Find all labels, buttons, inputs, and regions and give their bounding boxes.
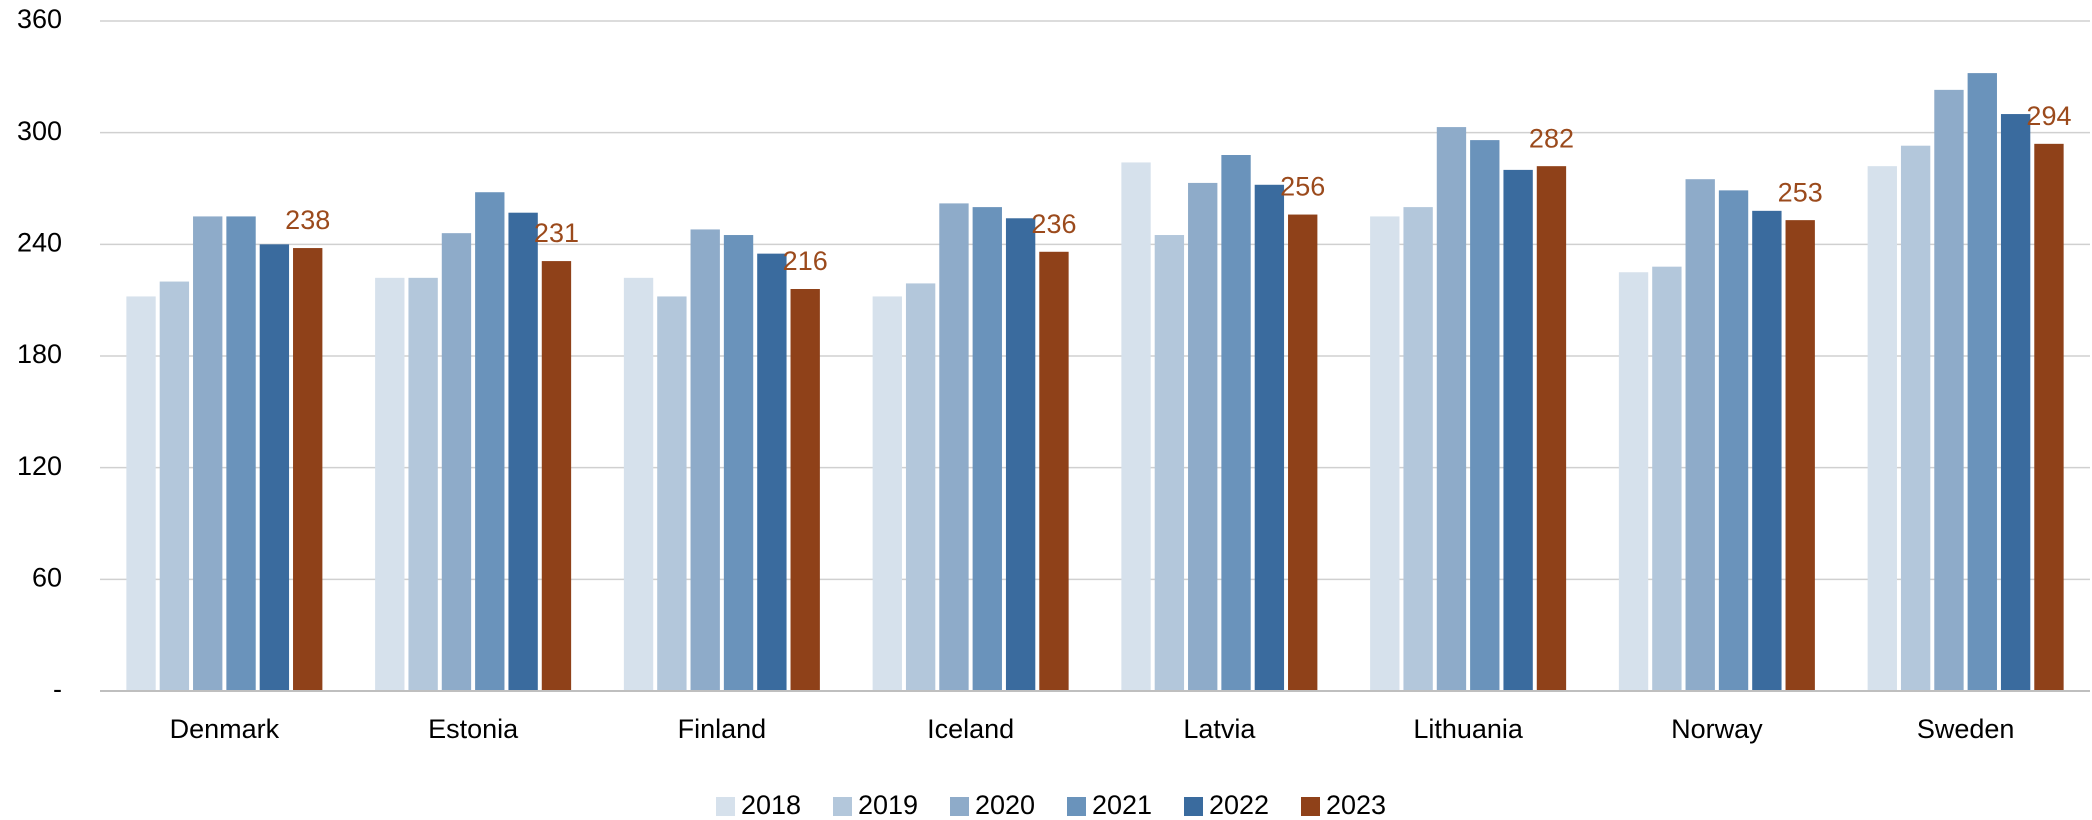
bar	[905, 283, 936, 691]
data-label: 294	[2026, 101, 2071, 131]
bar	[541, 261, 572, 691]
y-tick-label: 180	[17, 339, 62, 369]
bar	[939, 203, 969, 691]
bar	[1934, 89, 1964, 692]
bar	[1188, 182, 1218, 691]
legend-swatch	[833, 797, 852, 816]
bar	[1254, 184, 1285, 691]
bar	[1436, 127, 1467, 692]
y-tick-label: 60	[32, 562, 62, 592]
bar	[1370, 216, 1400, 691]
legend-swatch	[716, 797, 735, 816]
data-label: 282	[1529, 123, 1574, 153]
bar	[1685, 179, 1715, 691]
bar	[1618, 272, 1649, 691]
bar	[1536, 166, 1567, 691]
x-tick-label: Lithuania	[1413, 714, 1524, 744]
bar	[226, 216, 256, 691]
bar	[2000, 114, 2031, 692]
bar	[126, 296, 156, 691]
bar	[1967, 73, 1997, 692]
x-tick-label: Latvia	[1183, 714, 1256, 744]
bar	[1900, 145, 1931, 691]
legend-swatch	[1184, 797, 1203, 816]
bar	[1403, 207, 1433, 691]
legend-label: 2019	[858, 790, 918, 820]
bar	[623, 277, 654, 691]
legend-swatch	[950, 797, 969, 816]
bar	[2034, 143, 2064, 692]
data-label: 231	[534, 218, 579, 248]
y-tick-label: 120	[17, 451, 62, 481]
bar	[790, 289, 820, 691]
bar	[1752, 210, 1782, 692]
bar	[757, 253, 787, 691]
x-tick-label: Finland	[678, 714, 767, 744]
bar	[1221, 155, 1251, 691]
bar	[408, 277, 438, 691]
bar	[1288, 214, 1318, 692]
y-tick-label: 300	[17, 116, 62, 146]
data-label: 256	[1280, 172, 1325, 202]
bar	[508, 212, 538, 691]
bar	[1503, 169, 1533, 691]
x-tick-label: Norway	[1671, 714, 1763, 744]
bar	[193, 216, 223, 691]
bar	[1121, 162, 1151, 691]
data-label: 253	[1778, 177, 1823, 207]
legend-label: 2018	[741, 790, 801, 820]
legend-swatch	[1301, 797, 1320, 816]
bar	[690, 229, 720, 691]
bar	[375, 277, 405, 691]
bar	[972, 207, 1002, 691]
x-tick-label: Sweden	[1917, 714, 2015, 744]
bar	[1867, 166, 1897, 691]
bar	[1039, 251, 1069, 691]
bar	[259, 244, 290, 692]
bar	[723, 235, 754, 691]
bar	[1005, 218, 1036, 691]
y-tick-label: -	[53, 674, 62, 704]
bar	[872, 296, 902, 691]
bar	[1154, 235, 1185, 691]
bar	[1652, 266, 1682, 691]
data-label: 216	[783, 246, 828, 276]
bar	[475, 192, 505, 691]
bar	[1470, 140, 1500, 692]
legend-swatch	[1067, 797, 1086, 816]
y-tick-label: 360	[17, 4, 62, 34]
bar	[1785, 220, 1815, 691]
bar	[159, 281, 190, 691]
legend-label: 2021	[1092, 790, 1152, 820]
x-tick-label: Estonia	[428, 714, 519, 744]
bar	[657, 296, 687, 691]
legend-label: 2023	[1326, 790, 1386, 820]
x-tick-label: Denmark	[170, 714, 280, 744]
data-label: 236	[1031, 209, 1076, 239]
y-tick-label: 240	[17, 227, 62, 257]
bar	[293, 248, 323, 692]
bar	[1718, 190, 1749, 691]
legend-label: 2020	[975, 790, 1035, 820]
data-label: 238	[285, 205, 330, 235]
bar	[441, 233, 472, 691]
x-tick-label: Iceland	[927, 714, 1014, 744]
legend-label: 2022	[1209, 790, 1269, 820]
